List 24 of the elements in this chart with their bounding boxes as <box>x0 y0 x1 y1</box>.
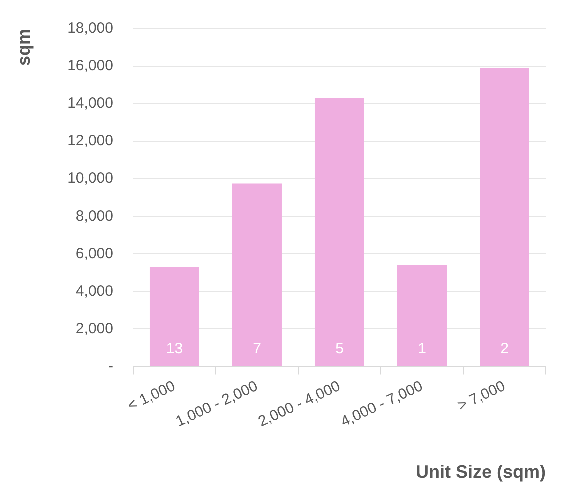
y-tick-label: 2,000 <box>76 320 114 338</box>
annotation: 7 <box>253 340 262 358</box>
y-tick-label: 10,000 <box>68 170 114 188</box>
annotation: 2 <box>500 340 509 358</box>
bar <box>314 98 364 366</box>
x-tick-label: > 7,000 <box>455 378 508 415</box>
y-tick-label: 14,000 <box>68 95 114 112</box>
x-tick-label: < 1,000 <box>125 378 178 415</box>
y-tick-label: 18,000 <box>68 20 114 38</box>
bar <box>397 265 447 366</box>
x-axis-title: Unit Size (sqm) <box>416 462 546 482</box>
y-tick-label: 6,000 <box>76 245 114 262</box>
y-axis-title: sqm <box>14 29 34 66</box>
annotation: 13 <box>166 340 184 358</box>
bar <box>480 68 530 366</box>
annotation: 5 <box>336 340 344 358</box>
y-tick-label: 12,000 <box>68 132 114 150</box>
y-tick-label: - <box>108 358 114 375</box>
y-tick-label: 8,000 <box>76 208 114 225</box>
y-tick-label: 16,000 <box>68 58 114 75</box>
annotation: 1 <box>418 340 426 358</box>
bar <box>150 267 200 366</box>
y-tick-label: 4,000 <box>76 282 114 300</box>
bar <box>232 184 282 366</box>
